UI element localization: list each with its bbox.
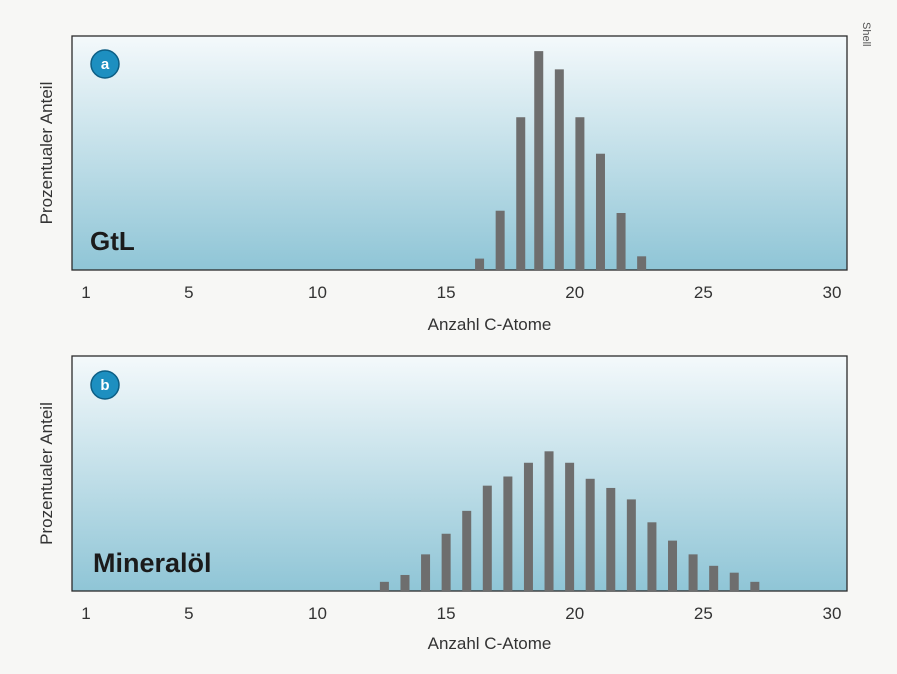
bar	[585, 478, 595, 591]
x-tick-label: 5	[184, 283, 193, 302]
bar	[534, 51, 544, 271]
x-tick-label: 20	[565, 604, 584, 623]
badge-circle	[90, 49, 120, 79]
bar	[565, 462, 575, 591]
x-tick-label: 1	[81, 283, 90, 302]
x-tick-label: 1	[81, 604, 90, 623]
panel-label: Mineralöl	[93, 548, 212, 578]
x-tick-label: 10	[308, 283, 327, 302]
bar	[709, 565, 719, 591]
bar	[750, 581, 760, 591]
x-tick-label: 25	[694, 283, 713, 302]
bar	[554, 69, 564, 270]
bar	[637, 256, 647, 270]
bar	[647, 522, 657, 591]
x-tick-label: 15	[437, 283, 456, 302]
bar	[729, 572, 739, 591]
x-axis-label: Anzahl C-Atome	[428, 634, 552, 653]
bar	[688, 554, 698, 591]
x-tick-label: 10	[308, 604, 327, 623]
x-tick-label: 15	[437, 604, 456, 623]
bar	[626, 499, 636, 591]
y-axis-label: Prozentualer Anteil	[37, 82, 56, 225]
x-tick-label: 25	[694, 604, 713, 623]
bar	[475, 258, 485, 270]
x-tick-label: 30	[823, 283, 842, 302]
x-tick-label: 5	[184, 604, 193, 623]
panel-badge: b	[90, 370, 120, 400]
bar	[668, 540, 678, 591]
badge-letter: b	[100, 377, 109, 394]
credit-label: Shell	[860, 22, 872, 47]
bar	[503, 476, 513, 591]
bar	[495, 210, 505, 270]
bar	[482, 485, 492, 591]
bar	[462, 510, 472, 591]
plot-area	[71, 35, 848, 271]
x-tick-label: 30	[823, 604, 842, 623]
panel-badge: a	[90, 49, 120, 79]
bar	[441, 533, 451, 591]
bar	[606, 487, 616, 591]
bar	[523, 462, 533, 591]
y-axis-label: Prozentualer Anteil	[37, 402, 56, 545]
badge-circle	[90, 370, 120, 400]
bar	[379, 581, 389, 591]
x-tick-label: 20	[565, 283, 584, 302]
badge-letter: a	[101, 56, 110, 73]
bar	[516, 117, 526, 271]
x-axis-label: Anzahl C-Atome	[428, 315, 552, 334]
plot-area	[71, 355, 848, 592]
bar	[421, 554, 431, 591]
bar	[400, 574, 410, 591]
bar	[544, 451, 554, 591]
panel-label: GtL	[90, 226, 135, 256]
bar	[575, 117, 585, 271]
bar	[595, 153, 605, 270]
bar	[616, 213, 626, 270]
